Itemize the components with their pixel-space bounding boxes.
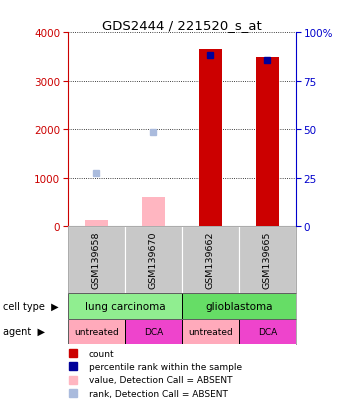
Text: lung carcinoma: lung carcinoma bbox=[85, 301, 165, 311]
Title: GDS2444 / 221520_s_at: GDS2444 / 221520_s_at bbox=[102, 19, 262, 32]
Bar bbox=[85, 221, 108, 227]
Bar bbox=[239, 319, 296, 344]
Bar bbox=[68, 293, 182, 319]
Bar bbox=[256, 58, 279, 227]
Text: value, Detection Call = ABSENT: value, Detection Call = ABSENT bbox=[88, 375, 232, 385]
Text: untreated: untreated bbox=[74, 327, 119, 336]
Text: glioblastoma: glioblastoma bbox=[205, 301, 273, 311]
Text: rank, Detection Call = ABSENT: rank, Detection Call = ABSENT bbox=[88, 389, 227, 398]
Text: GSM139658: GSM139658 bbox=[92, 231, 101, 289]
Bar bbox=[125, 319, 182, 344]
Bar bbox=[199, 50, 222, 227]
Text: GSM139662: GSM139662 bbox=[206, 231, 215, 289]
Bar bbox=[68, 319, 125, 344]
Text: percentile rank within the sample: percentile rank within the sample bbox=[88, 362, 242, 371]
Text: DCA: DCA bbox=[144, 327, 163, 336]
Bar bbox=[182, 319, 239, 344]
Bar bbox=[182, 293, 296, 319]
Bar bbox=[68, 227, 125, 293]
Bar bbox=[125, 227, 182, 293]
Text: GSM139665: GSM139665 bbox=[263, 231, 272, 289]
Bar bbox=[182, 227, 239, 293]
Text: cell type  ▶: cell type ▶ bbox=[3, 301, 59, 311]
Bar bbox=[142, 198, 165, 227]
Text: untreated: untreated bbox=[188, 327, 233, 336]
Text: DCA: DCA bbox=[258, 327, 277, 336]
Text: GSM139670: GSM139670 bbox=[149, 231, 158, 289]
Text: agent  ▶: agent ▶ bbox=[3, 327, 46, 337]
Bar bbox=[239, 227, 296, 293]
Text: count: count bbox=[88, 349, 114, 358]
